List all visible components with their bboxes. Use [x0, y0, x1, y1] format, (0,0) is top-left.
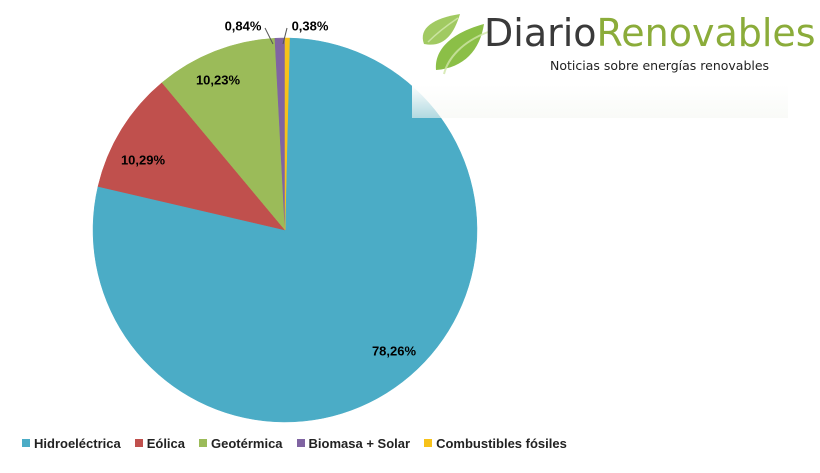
- logo-wordmark: DiarioRenovables: [484, 9, 816, 57]
- pie-slice-geot-rmica: [161, 38, 286, 231]
- legend-item: Combustibles fósiles: [424, 436, 567, 451]
- legend-item: Hidroeléctrica: [22, 436, 121, 451]
- data-label: 10,23%: [196, 72, 241, 87]
- legend-label: Hidroeléctrica: [34, 435, 121, 451]
- logo-word-diario: Diario: [484, 11, 597, 55]
- legend-label: Geotérmica: [211, 435, 283, 451]
- data-label: 0,84%: [225, 18, 262, 33]
- logo-tagline: Noticias sobre energías renovables: [550, 58, 770, 73]
- legend-item: Biomasa + Solar: [296, 435, 411, 451]
- data-label: 10,29%: [121, 152, 166, 167]
- data-label: 78,26%: [372, 343, 417, 358]
- legend-swatch: [199, 439, 207, 447]
- legend-item: Eólica: [134, 435, 185, 451]
- logo-word-renovables: Renovables: [596, 11, 816, 55]
- legend-label: Biomasa + Solar: [308, 435, 411, 451]
- chart-legend: Hidroeléctrica Eólica Geotérmica Biomasa + …: [22, 434, 581, 452]
- legend-swatch: [22, 439, 30, 447]
- pie-slice-e-lica: [97, 82, 286, 231]
- legend-swatch: [424, 439, 433, 447]
- legend-swatch: [134, 439, 143, 447]
- legend-item: Geotérmica: [199, 436, 283, 451]
- logo: DiarioRenovables Noticias sobre energías…: [412, 6, 816, 118]
- legend-label: Combustibles fósiles: [436, 435, 567, 451]
- leaf-logo-icon: [422, 14, 489, 75]
- legend-label: Eólica: [146, 435, 185, 451]
- data-label: 0,38%: [292, 18, 329, 33]
- leader-line: [282, 27, 288, 45]
- leader-line: [264, 27, 274, 45]
- legend-swatch: [296, 439, 305, 447]
